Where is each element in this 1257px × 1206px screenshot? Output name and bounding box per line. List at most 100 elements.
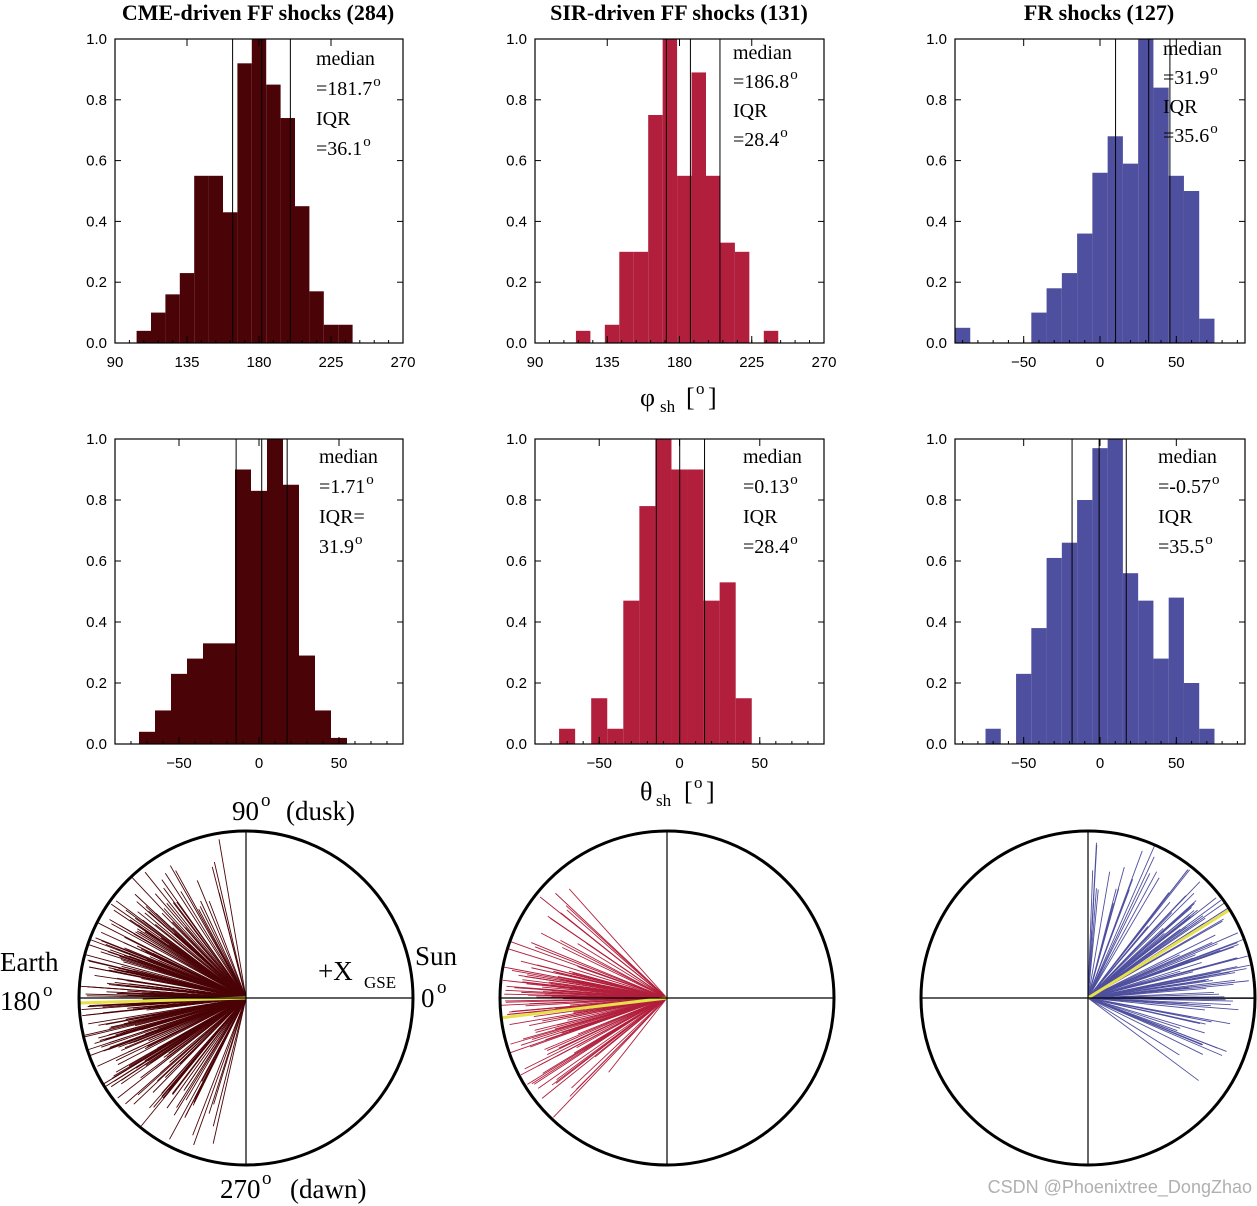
- shock-normal-line: [1087, 895, 1187, 999]
- x-tick-label: −50: [1011, 755, 1036, 772]
- shock-normal-line: [200, 900, 247, 999]
- x-tick-label: 0: [255, 755, 263, 772]
- shock-normal-line: [192, 997, 247, 1136]
- shock-normal-line: [1087, 954, 1180, 999]
- shock-normal-line: [1087, 877, 1160, 999]
- annotation-line: =28.4: [733, 129, 779, 151]
- bar: [1016, 673, 1032, 744]
- label-earth-deg: o: [43, 980, 53, 1001]
- bar: [251, 39, 267, 343]
- label-sun: Sun 0 o: [415, 941, 458, 1013]
- shock-normal-line: [117, 997, 247, 1065]
- shock-normal-line: [1087, 997, 1206, 1025]
- shock-normal-line: [147, 997, 247, 1047]
- bar: [267, 439, 283, 744]
- shock-normal-line: [1087, 888, 1097, 999]
- bar: [1031, 628, 1047, 744]
- bar: [1061, 542, 1078, 744]
- shock-normal-line: [580, 967, 668, 999]
- degree-symbol: o: [780, 125, 788, 141]
- bar: [266, 84, 281, 343]
- shock-normal-line: [161, 912, 247, 999]
- xlabel-phi-open: [: [686, 383, 695, 412]
- y-tick-label: 0.2: [926, 675, 947, 692]
- y-tick-label: 0.0: [926, 736, 947, 753]
- annotation-line: IQR: [316, 108, 351, 130]
- shock-normal-line: [562, 947, 668, 999]
- annotation-line: =-0.57: [1158, 476, 1211, 498]
- y-tick-label: 0.8: [926, 492, 947, 509]
- annotation-line: median: [1158, 446, 1217, 468]
- shock-normal-line: [133, 997, 247, 1105]
- title-sir: SIR-driven FF shocks (131): [550, 0, 808, 25]
- shock-normal-line: [196, 880, 247, 999]
- median-direction-line: [500, 996, 668, 1020]
- degree-symbol: o: [790, 532, 798, 548]
- annotation-line: median: [319, 446, 378, 468]
- xlabel-phi-close: ]: [708, 383, 717, 412]
- shock-normal-line: [1087, 856, 1155, 999]
- degree-symbol: o: [790, 67, 798, 83]
- bar: [283, 484, 299, 744]
- shock-normal-line: [1087, 946, 1234, 999]
- y-tick-label: 0.4: [926, 614, 947, 631]
- bar: [763, 330, 779, 343]
- xlabel-phi: φ sh [ o ]: [640, 379, 717, 416]
- bar: [705, 175, 721, 343]
- xlabel-phi-deg: o: [696, 379, 705, 398]
- shock-normal-line: [1087, 961, 1202, 999]
- bar: [1138, 600, 1154, 744]
- x-tick-label: 90: [107, 354, 124, 371]
- shock-normal-line: [533, 997, 668, 1085]
- label-dawn: 270 o (dawn): [220, 1168, 366, 1204]
- bar: [208, 175, 223, 343]
- bar: [1168, 175, 1184, 343]
- x-tick-label: −50: [586, 755, 611, 772]
- x-tick-label: 90: [527, 354, 544, 371]
- shock-normal-line: [157, 997, 247, 1049]
- shock-normal-line: [173, 997, 247, 1116]
- shock-normal-line: [141, 978, 247, 999]
- shock-normal-line: [571, 997, 668, 1089]
- y-tick-label: 0.6: [506, 153, 527, 170]
- shock-normal-line: [121, 997, 247, 1051]
- shock-normal-line: [185, 927, 247, 999]
- shock-normal-line: [124, 979, 247, 999]
- annotation-line: median: [316, 48, 375, 70]
- x-tick-label: 225: [739, 354, 764, 371]
- y-tick-label: 0.0: [86, 736, 107, 753]
- shock-normal-line: [212, 997, 247, 1127]
- x-tick-label: 50: [1168, 755, 1185, 772]
- bar: [559, 728, 576, 744]
- y-tick-label: 0.4: [86, 213, 107, 230]
- shock-normal-line: [1087, 845, 1156, 999]
- label-x-gse: +X GSE: [318, 956, 396, 992]
- label-dawn-deg: o: [262, 1168, 272, 1189]
- shock-normal-line: [123, 961, 247, 999]
- bar: [139, 731, 155, 744]
- annotation-line: median: [733, 42, 792, 64]
- shock-normal-line: [169, 865, 247, 999]
- bar: [1199, 318, 1215, 343]
- label-sun-num: 0: [421, 983, 435, 1013]
- shock-normal-line: [208, 997, 247, 1114]
- shock-normal-line: [180, 891, 247, 999]
- xlabel-theta-open: [: [684, 777, 693, 806]
- shock-normal-line: [208, 900, 247, 999]
- shock-normal-line: [212, 997, 247, 1144]
- bar: [179, 273, 195, 343]
- y-tick-label: 0.2: [506, 675, 527, 692]
- shock-normal-line: [1087, 903, 1114, 999]
- bar: [235, 469, 251, 744]
- label-dusk-text: (dusk): [286, 796, 355, 826]
- title-fr: FR shocks (127): [1024, 0, 1174, 25]
- shock-normal-line: [524, 997, 668, 1070]
- polar-cme: [77, 829, 415, 1167]
- y-tick-label: 0.6: [86, 553, 107, 570]
- shock-normal-line: [526, 983, 668, 999]
- bar: [655, 439, 672, 744]
- bar: [299, 655, 315, 744]
- watermark: CSDN @Phoenixtree_DongZhao: [988, 1177, 1252, 1198]
